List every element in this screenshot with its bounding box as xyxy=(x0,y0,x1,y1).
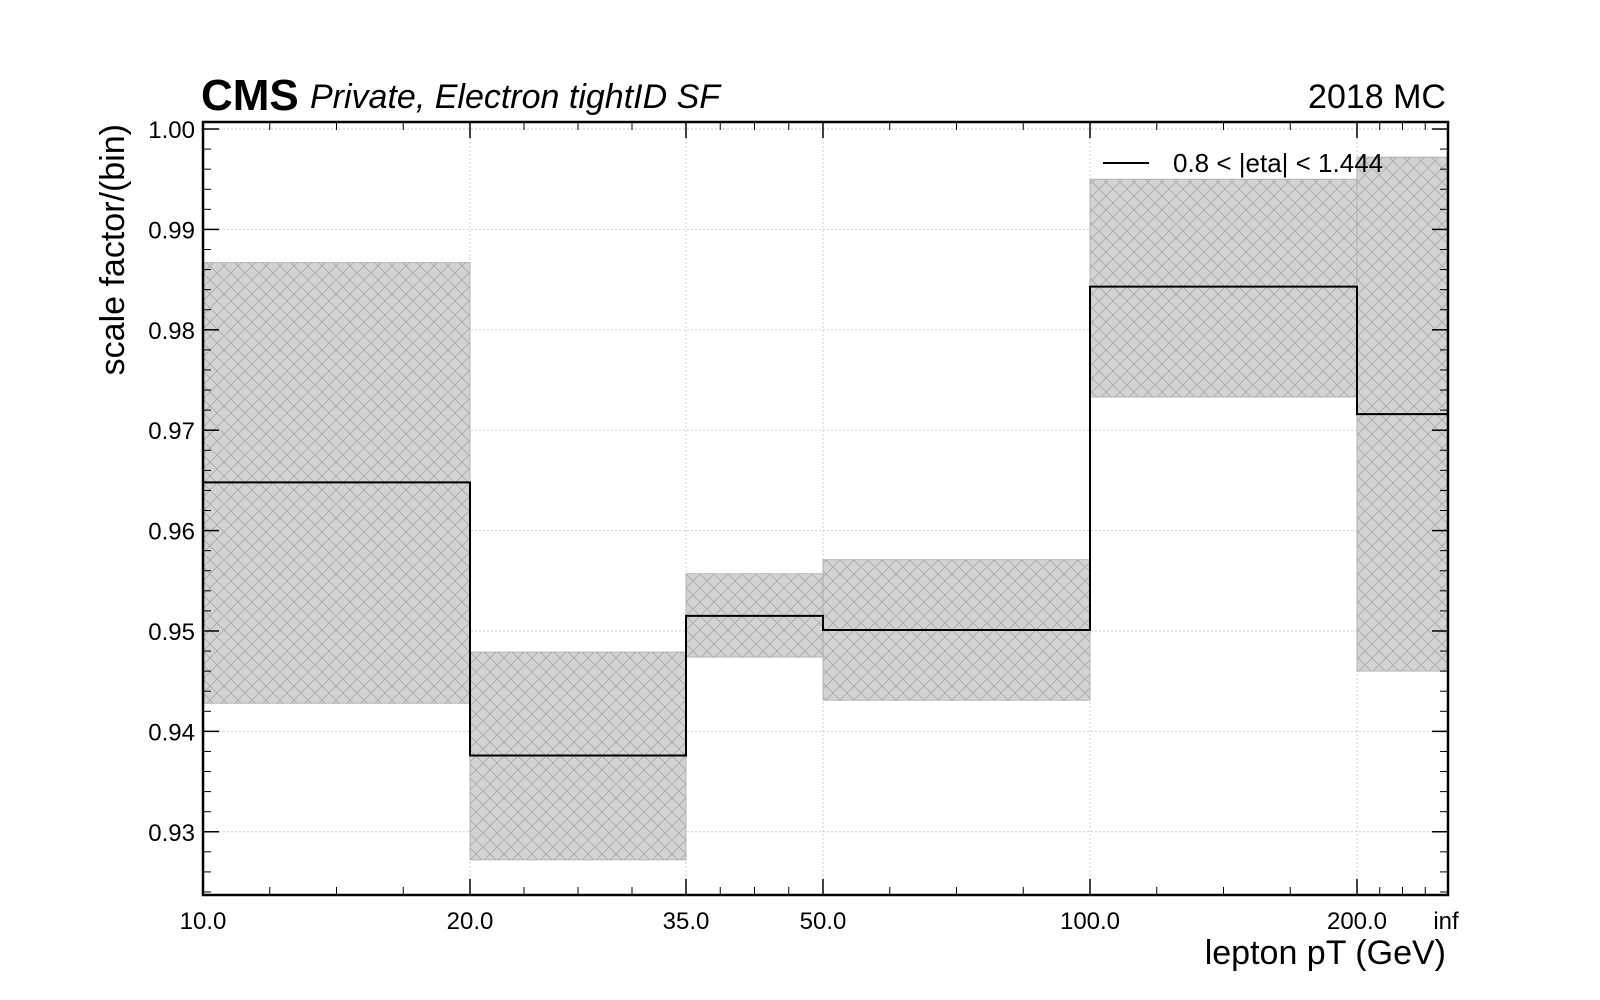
x-tick-label: 100.0 xyxy=(1060,908,1120,935)
series-step-line xyxy=(203,285,1448,757)
step-lines xyxy=(203,285,1448,757)
y-tick-labels: 0.93 0.94 0.95 0.96 0.97 0.98 0.99 1.00 xyxy=(148,117,195,847)
x-tick-label: 35.0 xyxy=(663,908,710,935)
x-tick-label: 50.0 xyxy=(800,908,847,935)
y-tick-label: 0.94 xyxy=(148,719,195,746)
uncertainty-bands xyxy=(203,156,1448,861)
y-tick-label: 0.93 xyxy=(148,820,195,847)
legend: 0.8 < |eta| < 1.444 xyxy=(1103,148,1383,178)
y-tick-label: 0.98 xyxy=(148,318,195,345)
x-tick-labels: 10.0 20.0 35.0 50.0 100.0 200.0 inf xyxy=(180,908,1459,935)
x-tick-label: inf xyxy=(1433,908,1459,935)
x-tick-label: 200.0 xyxy=(1327,908,1387,935)
lumi-text: 2018 MC xyxy=(1308,78,1446,116)
uncertainty-band-hatch xyxy=(1090,179,1357,398)
y-tick-label: 0.97 xyxy=(148,418,195,445)
y-tick-label: 1.00 xyxy=(148,117,195,144)
plot-frame xyxy=(201,120,1450,897)
cms-extra-text: Private, Electron tightID SF xyxy=(310,78,722,116)
legend-entry-label: 0.8 < |eta| < 1.444 xyxy=(1173,148,1383,178)
x-tick-label: 10.0 xyxy=(180,908,227,935)
y-tick-label: 0.99 xyxy=(148,217,195,244)
y-tick-label: 0.96 xyxy=(148,519,195,546)
x-axis-title: lepton pT (GeV) xyxy=(1205,934,1446,972)
y-tick-label: 0.95 xyxy=(148,619,195,646)
x-tick-label: 20.0 xyxy=(447,908,494,935)
cms-logo-text: CMS xyxy=(201,71,299,120)
y-axis-title: scale factor/(bin) xyxy=(94,124,132,375)
